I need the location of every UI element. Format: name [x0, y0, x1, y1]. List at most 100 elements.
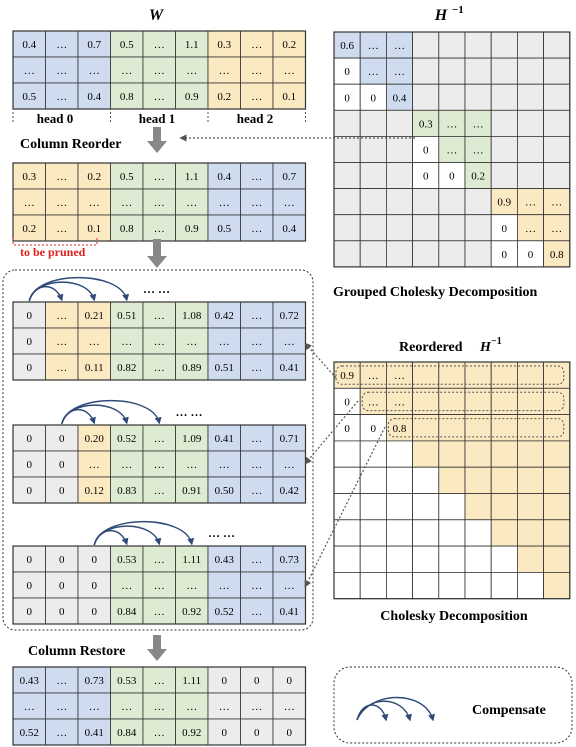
step2-cell: 0.12 [85, 485, 104, 497]
restored-cell-bg [142, 666, 176, 694]
reordered-hinv-cell-bg [385, 572, 413, 600]
step1-cell: 1.08 [182, 310, 202, 322]
reordered-hinv-cell-bg [333, 519, 361, 547]
grouped-hinv-cell: 0.3 [419, 118, 433, 130]
step1-cell-bg [110, 327, 144, 355]
restored-cell: 0.53 [117, 675, 137, 687]
reordered-hinv-cell-bg [490, 440, 518, 468]
w-cell: … [251, 91, 262, 103]
step2-cell-bg [110, 424, 144, 452]
reordered-hinv-cell-bg [438, 572, 466, 600]
reordered-hinv-cell-bg [359, 440, 387, 468]
step2-cell: 0 [59, 485, 65, 497]
legend-compensate-icon [356, 696, 435, 722]
reordered-hinv-cell: 0.8 [393, 423, 407, 435]
grouped-hinv-cell: 0 [344, 66, 350, 78]
step1-cell: … [56, 310, 67, 322]
step3-cell: 0.43 [215, 554, 235, 566]
grouped-hinv-cell-bg [543, 109, 571, 137]
w-cell: … [89, 65, 100, 77]
step3-cell-bg [45, 545, 79, 573]
w-cell: … [219, 65, 230, 77]
step3-cell-bg [272, 597, 306, 625]
reordered-hinv-cell-bg [490, 545, 518, 573]
w-cell: 0.4 [87, 91, 101, 103]
w-cell-bg [272, 56, 306, 84]
step3-cell: … [154, 554, 165, 566]
reordered-hinv-cell-bg [464, 572, 492, 600]
grouped-hinv-cell-bg [490, 83, 518, 111]
step2-cell: 1.09 [182, 433, 202, 445]
reordered-hinv-cell-bg [517, 493, 545, 521]
reordered-w-cell: 0.5 [120, 171, 134, 183]
grouped-hinv-cell: … [473, 118, 484, 130]
reordered-w-cell: 0.1 [87, 223, 101, 235]
reordered-hinv-cell-bg [438, 493, 466, 521]
w-cell: 0.1 [282, 91, 296, 103]
reordered-title-exp: −1 [491, 336, 502, 347]
grouped-hinv-cell-bg [543, 162, 571, 190]
step3-cell: … [154, 606, 165, 618]
reordered-w-cell: … [284, 197, 295, 209]
grouped-hinv-cell-bg [543, 240, 571, 268]
step2-cell: … [219, 459, 230, 471]
step2-cell: 0.71 [280, 433, 299, 445]
reordered-hinv-cell-bg [333, 545, 361, 573]
grouped-hinv-cell-bg [359, 188, 387, 216]
restored-cell-bg [45, 692, 79, 720]
step1-cell-bg [12, 301, 46, 329]
reordered-w-cell: 0.5 [217, 223, 231, 235]
reordered-w-cell-bg [142, 188, 176, 216]
grouped-hinv-cell-bg [385, 162, 413, 190]
step1-cell: … [251, 310, 262, 322]
restored-cell-bg [77, 718, 111, 746]
grouped-hinv-cell: … [394, 66, 405, 78]
reordered-w-cell: … [251, 197, 262, 209]
grouped-hinv-cell-bg [517, 57, 545, 85]
step1-cell: … [186, 336, 197, 348]
grouped-hinv-cell-bg [412, 162, 440, 190]
restored-cell: 0.92 [182, 727, 201, 739]
reordered-w-cell: … [154, 223, 165, 235]
step3-cell: … [154, 580, 165, 592]
grouped-hinv-cell-bg [543, 31, 571, 59]
reordered-hinv-cell-bg [333, 493, 361, 521]
compensation-arc [93, 529, 129, 546]
step2-cell: 0 [27, 433, 33, 445]
restored-cell: 0.73 [85, 675, 105, 687]
grouped-hinv-cell-bg [517, 240, 545, 268]
grouped-hinv-grid: 0.6 … … 0 … … 0 0 0.4 0.3 … … 0 … … 0 0 0.2 0.9 … … 0 … … 0 0 0.8 [333, 31, 571, 268]
w-cell: 0.4 [22, 39, 36, 51]
grouped-hinv-cell-bg [333, 214, 361, 242]
grouped-hinv-cell: 0 [502, 249, 508, 261]
pruning-steps: 0 … 0.21 0.51 … 1.08 0.42 … 0.72 0 … … … … … … … … 0 … 0.11 0… [12, 301, 307, 625]
step3-cell-bg [175, 545, 209, 573]
step1-cell: 0.89 [182, 362, 202, 374]
step1-cell: … [154, 336, 165, 348]
step3-cell: 0.84 [117, 606, 137, 618]
restored-cell: 0.43 [20, 675, 40, 687]
legend-box [333, 666, 573, 744]
grouped-hinv-cell-bg [385, 109, 413, 137]
restored-cell-bg [12, 718, 46, 746]
reordered-hinv-cell-bg [543, 440, 571, 468]
reordered-w-cell: … [56, 171, 67, 183]
reordered-hinv-cell-bg [517, 440, 545, 468]
grouped-hinv-cell-bg [333, 109, 361, 137]
step1-cell-bg [110, 353, 144, 381]
w-cell: 0.5 [120, 39, 134, 51]
grouped-hinv-cell-bg [359, 214, 387, 242]
reordered-w-cell: 0.2 [87, 171, 101, 183]
grouped-hinv-cell-bg [438, 31, 466, 59]
w-title: W [149, 7, 165, 24]
reordered-hinv-cell-bg [490, 466, 518, 494]
reordered-hinv-cell-bg [517, 572, 545, 600]
step3-cell-bg [272, 545, 306, 573]
reordered-w-cell: 0.7 [282, 171, 296, 183]
reordered-w-cell: 1.1 [185, 171, 199, 183]
reordered-hinv-border [333, 361, 571, 600]
reordered-hinv-cell-bg [438, 466, 466, 494]
w-cell-bg [45, 30, 79, 58]
w-cell: 0.9 [185, 91, 199, 103]
